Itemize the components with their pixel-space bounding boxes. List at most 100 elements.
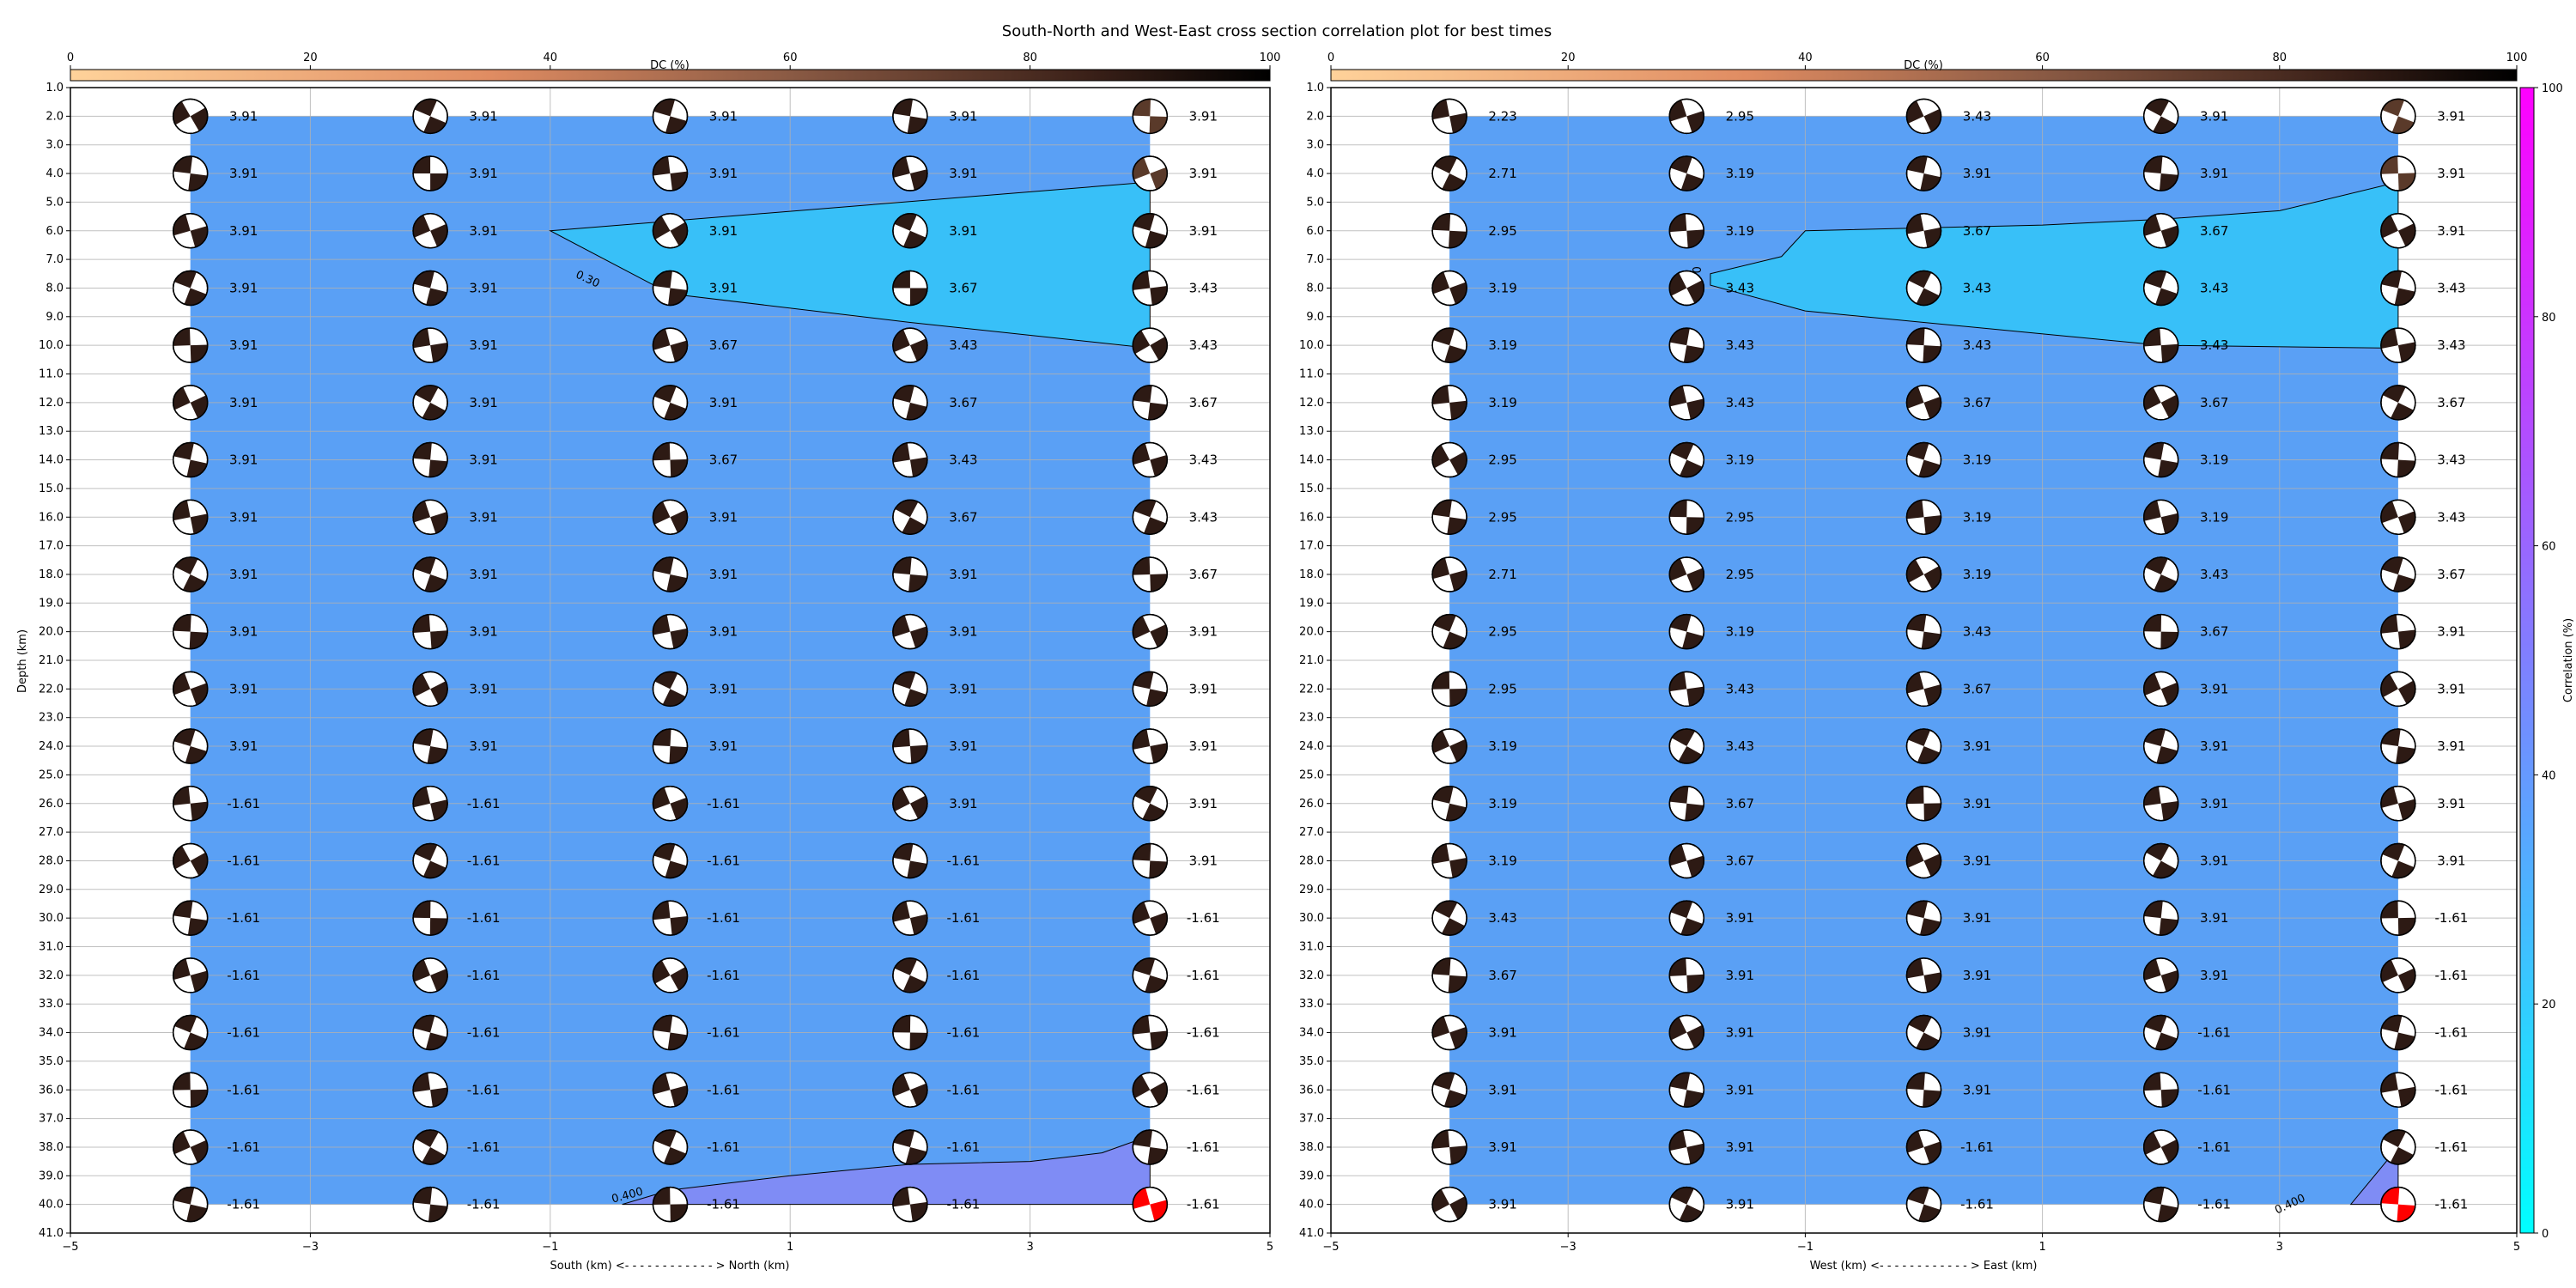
beachball xyxy=(1905,842,1942,879)
value-label: 3.43 xyxy=(1189,453,1218,468)
beachball xyxy=(2380,327,2416,363)
y-tick-label: 25.0 xyxy=(1299,769,1324,781)
dc-tick-label: 60 xyxy=(2035,52,2050,64)
value-label: 3.43 xyxy=(1726,395,1754,410)
value-label: 3.43 xyxy=(2437,509,2465,525)
value-label: 3.43 xyxy=(2437,337,2465,353)
value-label: 3.91 xyxy=(2200,108,2228,124)
value-label: 3.91 xyxy=(1726,910,1754,926)
x-tick-label: −3 xyxy=(302,1241,319,1254)
beachball xyxy=(1431,441,1467,478)
y-tick-label: 30.0 xyxy=(1299,912,1324,925)
dc-colorbar-left: DC (%) 0 20 40 60 80 100 xyxy=(67,52,1281,82)
value-label: 3.91 xyxy=(2437,738,2465,754)
value-label: 3.91 xyxy=(2200,166,2228,181)
beachball xyxy=(1668,1072,1705,1108)
beachball xyxy=(2142,441,2179,478)
correlation-tick-label: 0 xyxy=(2542,1228,2549,1241)
value-label: -1.61 xyxy=(707,1082,740,1097)
value-label: 3.91 xyxy=(2437,223,2465,239)
beachball xyxy=(1905,499,1942,535)
value-label: 3.91 xyxy=(469,223,497,239)
value-label: 3.91 xyxy=(709,166,738,181)
value-label: 3.19 xyxy=(1963,509,1991,525)
beachball xyxy=(1132,155,1169,191)
value-label: 3.91 xyxy=(469,681,497,696)
beachball xyxy=(1905,385,1942,421)
beachball xyxy=(1668,441,1705,478)
value-label: 3.91 xyxy=(2200,910,2228,926)
y-tick-label: 6.0 xyxy=(46,225,64,238)
dc-tick-label: 0 xyxy=(67,52,74,64)
beachball xyxy=(2380,441,2416,478)
value-label: 3.43 xyxy=(1189,280,1218,295)
value-label: 3.67 xyxy=(1963,681,1991,696)
value-label: -1.61 xyxy=(707,1139,740,1155)
beachball xyxy=(1431,499,1467,535)
y-tick-label: 29.0 xyxy=(1299,884,1324,896)
y-tick-label: 7.0 xyxy=(46,253,64,266)
beachball xyxy=(892,213,928,249)
y-tick-label: 4.0 xyxy=(46,167,64,180)
value-label: -1.61 xyxy=(1187,968,1220,983)
value-label: -1.61 xyxy=(467,1139,501,1155)
beachball xyxy=(1668,728,1705,764)
beachball xyxy=(1905,671,1942,708)
beachball xyxy=(892,1014,928,1051)
beachball xyxy=(1905,1186,1942,1223)
beachball xyxy=(892,556,928,592)
value-label: 3.91 xyxy=(709,738,738,754)
value-label: -1.61 xyxy=(2197,1197,2231,1212)
y-tick-label: 15.0 xyxy=(39,483,64,495)
value-label: 3.91 xyxy=(1488,1082,1516,1097)
value-label: 3.91 xyxy=(1726,1025,1754,1041)
beachball xyxy=(652,1072,689,1108)
x-tick-label: −1 xyxy=(542,1241,558,1254)
y-tick-label: 3.0 xyxy=(46,139,64,152)
beachball xyxy=(172,155,209,191)
value-label: 3.19 xyxy=(1726,166,1754,181)
dc-tick-label: 80 xyxy=(2273,52,2287,64)
beachball xyxy=(652,385,689,421)
value-label: 3.91 xyxy=(949,796,977,811)
value-label: 3.91 xyxy=(469,108,497,124)
value-label: 3.91 xyxy=(229,681,258,696)
y-tick-label: 39.0 xyxy=(1299,1170,1324,1182)
value-label: -1.61 xyxy=(227,1139,260,1155)
value-label: 3.91 xyxy=(2437,166,2465,181)
y-tick-label: 28.0 xyxy=(39,854,64,867)
y-tick-label: 33.0 xyxy=(39,998,64,1011)
dc-tick-label: 20 xyxy=(303,52,318,64)
beachball xyxy=(1668,155,1705,191)
y-tick-label: 21.0 xyxy=(1299,654,1324,667)
value-label: -1.61 xyxy=(707,968,740,983)
value-label: -1.61 xyxy=(227,910,260,926)
dc-tick-label: 100 xyxy=(1260,52,1281,64)
value-label: -1.61 xyxy=(1187,1025,1220,1041)
beachball xyxy=(172,728,209,764)
y-tick-label: 1.0 xyxy=(1306,82,1324,94)
beachball xyxy=(2142,98,2179,135)
beachball xyxy=(2142,671,2179,708)
value-label: -1.61 xyxy=(2197,1139,2231,1155)
beachball xyxy=(1431,1014,1467,1051)
value-label: 3.91 xyxy=(229,509,258,525)
y-tick-label: 22.0 xyxy=(39,683,64,696)
beachball xyxy=(172,556,209,592)
value-label: 3.43 xyxy=(949,453,977,468)
value-label: 3.91 xyxy=(229,567,258,582)
beachball xyxy=(652,213,689,249)
beachball xyxy=(1668,270,1705,307)
beachball xyxy=(652,499,689,535)
beachball xyxy=(172,786,209,822)
beachball xyxy=(1431,556,1467,592)
beachball xyxy=(412,213,448,249)
beachball xyxy=(1431,842,1467,879)
beachball xyxy=(892,441,928,478)
value-label: 3.19 xyxy=(1726,453,1754,468)
value-label: 3.91 xyxy=(949,681,977,696)
y-tick-label: 1.0 xyxy=(46,82,64,94)
value-label: -1.61 xyxy=(707,1197,740,1212)
dc-colorbar-ticks-left: 0 20 40 60 80 100 xyxy=(67,52,1281,70)
value-label: -1.61 xyxy=(467,1025,501,1041)
